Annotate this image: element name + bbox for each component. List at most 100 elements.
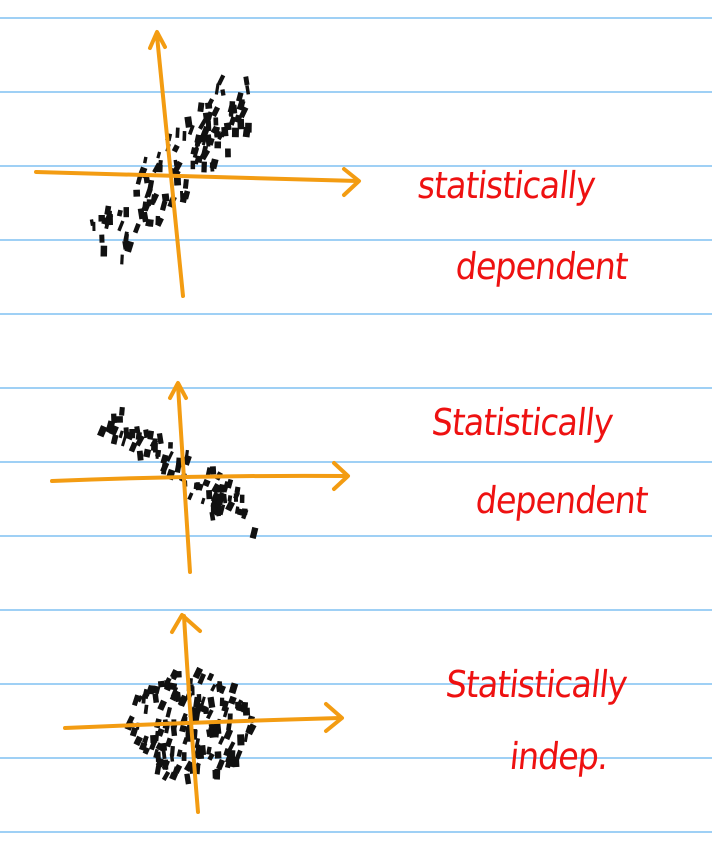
scatter-dot [210, 503, 216, 515]
scatter-dot [214, 83, 220, 95]
scatter-dot [194, 157, 200, 165]
scatter-dot [249, 526, 259, 539]
scatter-dot [207, 696, 216, 709]
scatter-dot [210, 683, 217, 692]
scatter-dot [214, 126, 220, 137]
scatter-dot [206, 728, 212, 738]
panel-3-diagram [63, 613, 344, 814]
y-arrowhead-1 [148, 30, 167, 50]
scatter-dot [144, 187, 151, 199]
scatter-dot [156, 727, 165, 737]
scatter-dot [209, 158, 219, 170]
scatter-dot [165, 706, 172, 718]
scatter-dot [193, 142, 200, 154]
scatter-dot [222, 706, 230, 718]
scatter-dot [149, 685, 155, 695]
scatter-dot [98, 215, 105, 222]
scatter-dot [205, 102, 213, 109]
scatter-dot [162, 677, 172, 689]
scatter-dot [165, 737, 173, 748]
scatter-dot [143, 448, 152, 458]
scatter-dot [97, 425, 108, 438]
scatter-dot [161, 748, 167, 760]
scatter-dot [210, 491, 220, 503]
scatter-dot [237, 734, 245, 746]
scatter-dot [124, 233, 129, 242]
scatter-dot [173, 176, 182, 186]
scatter-dot [211, 482, 221, 494]
y-axis-2 [176, 384, 192, 574]
scatter-dot [160, 454, 169, 465]
scatter-dot [161, 770, 171, 782]
label-panel-3-line-1: Statistically [443, 663, 629, 706]
scatter-dot [176, 749, 183, 758]
scatter-dot [233, 114, 243, 124]
scatter-dot [212, 769, 218, 779]
scatter-dot [219, 697, 225, 707]
scatter-dot [135, 434, 145, 447]
scatter-dot [245, 85, 251, 95]
scatter-dot [205, 709, 214, 720]
scatter-dot [172, 160, 183, 173]
scatter-dot [161, 193, 170, 202]
scatter-dot [227, 495, 233, 502]
scatter-dot [209, 511, 216, 521]
scatter-dot [245, 724, 252, 734]
scatter-dot [133, 189, 141, 197]
scatter-dot [175, 671, 182, 678]
scatter-dot [175, 127, 180, 138]
scatter-dot [153, 442, 158, 453]
scatter-dot [170, 725, 178, 737]
scatter-dot [192, 666, 204, 680]
scatter-dot [143, 704, 149, 715]
scatter-dot [223, 728, 234, 741]
scatter-dot [206, 489, 213, 500]
scatter-dot [201, 161, 207, 173]
scatter-dot [216, 74, 226, 86]
scatter-dot [116, 209, 123, 217]
scatter-dot [215, 493, 225, 506]
scatter-dot [197, 102, 205, 113]
scatter-dot [209, 466, 217, 475]
scatter-dot [142, 201, 148, 212]
scatter-dot [242, 126, 251, 138]
scatter-dot [235, 703, 244, 712]
scatter-dot [198, 745, 207, 756]
scatter-dot [155, 742, 164, 751]
scatter-dot [234, 486, 241, 494]
scatter-dot [181, 752, 187, 761]
scatter-dot [120, 254, 124, 265]
panel-1-diagram [34, 30, 361, 298]
scatter-dot [147, 430, 155, 440]
scatter-dot [111, 413, 117, 424]
scatter-dot [193, 699, 202, 709]
scatter-dot [217, 129, 226, 141]
scatter-dot [187, 124, 195, 136]
scatter-dot [182, 178, 189, 189]
scatter-dot [135, 431, 142, 441]
scatter-dot [118, 430, 124, 439]
scatter-dot [179, 724, 187, 733]
scatter-dot [238, 106, 249, 119]
scatter-dot [214, 141, 222, 149]
scatter-dot [157, 699, 167, 711]
scatter-dot [166, 450, 174, 462]
scatter-dot [228, 695, 237, 705]
scatter-dot [223, 122, 232, 131]
scatter-dot [218, 735, 226, 745]
scatter-dot [150, 194, 156, 206]
scatter-dot [184, 773, 192, 785]
scatter-dot [155, 216, 164, 227]
scatter-dot [152, 693, 160, 704]
ruled-lines [0, 17, 712, 833]
scatter-dot [198, 118, 208, 130]
scatter-dot [157, 758, 164, 767]
scatter-dot [169, 745, 175, 757]
scatter-dot [231, 127, 239, 138]
scatter-dot [228, 106, 234, 117]
scatter-dot [152, 685, 161, 695]
scatter-dot [161, 759, 171, 771]
scatter-dot [214, 751, 222, 759]
scatter-dot [105, 217, 111, 226]
